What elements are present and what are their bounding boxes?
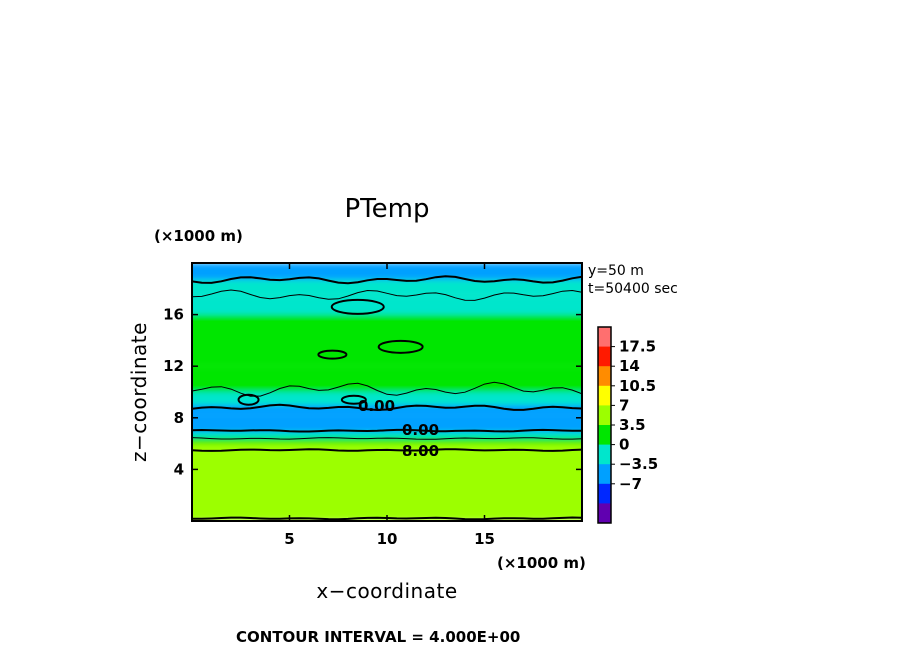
field-band bbox=[192, 279, 582, 296]
y-tick-label: 4 bbox=[174, 460, 184, 478]
field-band bbox=[192, 392, 582, 405]
colorbar-label: 0 bbox=[619, 436, 629, 454]
contour-label-middle: 0.00 bbox=[402, 421, 439, 439]
colorbar-label: 10.5 bbox=[619, 377, 656, 395]
chart-title: PTemp bbox=[345, 194, 430, 224]
y-axis-title: z−coordinate bbox=[127, 322, 151, 462]
field-band bbox=[192, 431, 582, 438]
colorbar-label: 14 bbox=[619, 357, 640, 375]
colorbar-swatch bbox=[598, 366, 611, 387]
contour-label-upper: 0.00 bbox=[358, 397, 395, 415]
x-tick-label: 10 bbox=[377, 530, 398, 548]
contour-line bbox=[192, 437, 582, 440]
field-band bbox=[192, 437, 582, 444]
contour-closed bbox=[377, 339, 424, 354]
contour-closed bbox=[330, 298, 385, 315]
field-band bbox=[192, 366, 582, 392]
field-band bbox=[192, 415, 582, 426]
contour-lines bbox=[192, 275, 582, 521]
colorbar-swatch bbox=[598, 346, 611, 367]
contour-line bbox=[192, 275, 582, 285]
x-tick-label: 5 bbox=[284, 530, 294, 548]
colorbar-swatch bbox=[598, 327, 611, 348]
contour-closed bbox=[237, 393, 260, 406]
x-axis-ticks: 5 10 15 bbox=[284, 263, 495, 548]
contour-closed bbox=[340, 394, 367, 405]
contour-label-lower: 8.00 bbox=[402, 442, 439, 460]
colorbar-label: 3.5 bbox=[619, 416, 646, 434]
colorbar-swatch bbox=[598, 483, 611, 504]
y-tick-label: 16 bbox=[163, 306, 184, 324]
colorbar-swatch bbox=[598, 385, 611, 406]
colorbar-label: 7 bbox=[619, 396, 629, 414]
y-tick-label: 8 bbox=[174, 409, 184, 427]
field-band bbox=[192, 443, 582, 451]
field-band bbox=[192, 295, 582, 315]
field-band bbox=[192, 314, 582, 367]
contour-line bbox=[192, 289, 582, 301]
contour-line bbox=[192, 448, 582, 452]
contour-line bbox=[192, 428, 582, 433]
plot-area bbox=[191, 262, 583, 522]
time-annotation: t=50400 sec bbox=[588, 281, 678, 297]
colorbar-swatch bbox=[598, 464, 611, 485]
contour-closed bbox=[317, 349, 348, 360]
y-position-annotation: y=50 m bbox=[588, 263, 644, 279]
colorbar-label: −7 bbox=[619, 475, 642, 493]
x-unit-label: (×1000 m) bbox=[497, 554, 586, 572]
contour-labels: 0.00 0.00 8.00 bbox=[358, 397, 439, 460]
colorbar-label: −3.5 bbox=[619, 455, 658, 473]
y-axis-ticks: 4 8 12 16 bbox=[163, 306, 582, 478]
colorbar-swatch bbox=[598, 503, 611, 524]
field-band bbox=[192, 425, 582, 432]
field-band bbox=[192, 450, 582, 518]
colorbar-swatch bbox=[598, 405, 611, 426]
x-tick-label: 15 bbox=[474, 530, 495, 548]
colorbar-swatch bbox=[598, 444, 611, 465]
x-axis-title: x−coordinate bbox=[316, 579, 457, 603]
colorbar: 17.514 10.57 3.5 0−3.5 −7 bbox=[597, 326, 658, 524]
contour-interval-label: CONTOUR INTERVAL = 4.000E+00 bbox=[236, 628, 520, 646]
colorbar-swatch bbox=[598, 425, 611, 446]
y-unit-label: (×1000 m) bbox=[154, 227, 243, 245]
y-tick-label: 12 bbox=[163, 357, 184, 375]
colorbar-label: 17.5 bbox=[619, 338, 656, 356]
contour-line bbox=[192, 403, 582, 412]
